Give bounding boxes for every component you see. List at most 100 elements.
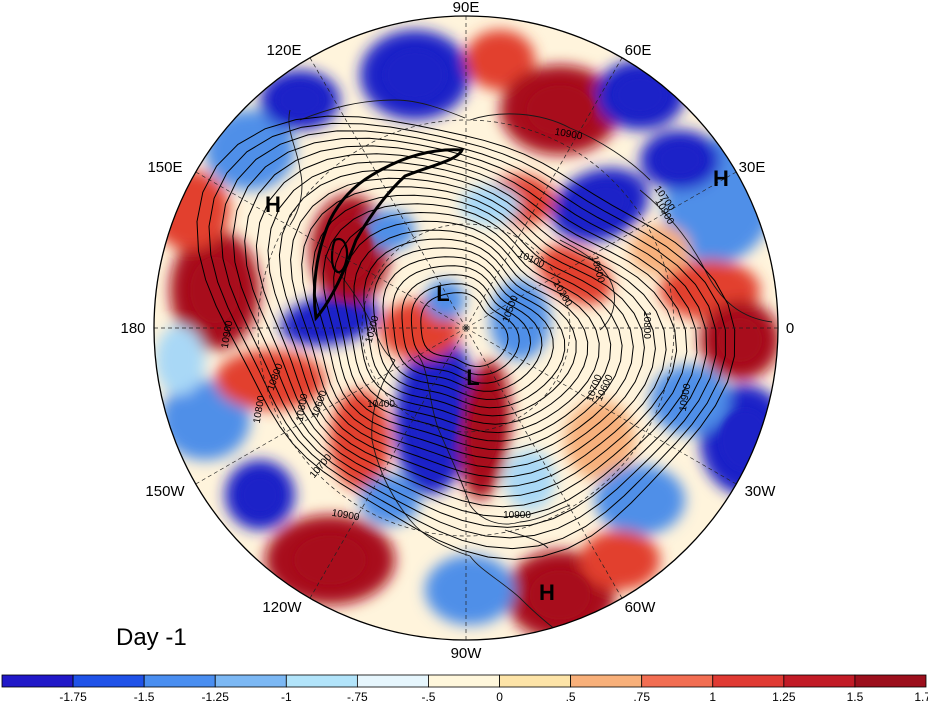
height-contour [391, 265, 543, 392]
colorbar-segment [356, 674, 429, 688]
longitude-label: 150W [145, 483, 185, 500]
anomaly-core [328, 219, 372, 281]
colorbar-tick-label: .75 [633, 690, 650, 702]
pressure-centers: H H H L L [265, 166, 729, 605]
height-contour [255, 153, 688, 508]
longitude-label: 30W [745, 483, 777, 500]
anomaly-blob [565, 400, 635, 480]
high-pressure-marker: H [265, 192, 281, 217]
anomaly-blob [215, 350, 325, 410]
height-contours [196, 115, 736, 560]
height-contour [401, 274, 532, 384]
height-contour [244, 145, 698, 518]
high-pressure-marker: H [713, 166, 729, 191]
meridian [309, 327, 467, 599]
longitude-label: 90E [453, 0, 480, 16]
anomaly-blob [465, 30, 535, 90]
day-label: Day -1 [116, 624, 187, 651]
anomaly-core [658, 143, 702, 177]
height-contour [311, 194, 634, 460]
longitude-label: 120E [266, 42, 301, 59]
colorbar-tick-label: 1.25 [772, 690, 796, 702]
colorbar-tick-label: -1.5 [134, 690, 155, 702]
height-contour [290, 177, 656, 478]
colorbar-segment [641, 674, 714, 688]
contour-value-label: 10900 [678, 382, 694, 412]
coast-greenland [559, 239, 615, 331]
anomaly-core [720, 409, 770, 471]
map-border [153, 15, 779, 641]
colorbar-tick-label: 1 [709, 690, 716, 702]
coast-alaska [324, 254, 396, 361]
anomaly-blob [505, 450, 555, 510]
height-contour [232, 137, 708, 528]
contour-value-label: 10900 [503, 510, 531, 521]
jet-streak-outline [312, 148, 465, 322]
colorbar-tick-label: 0 [496, 690, 503, 702]
height-contour [301, 186, 645, 469]
height-contour [220, 130, 717, 539]
colorbar-segment [570, 674, 643, 688]
anomaly-blob [580, 530, 660, 590]
anomaly-blob [360, 475, 420, 525]
colorbar-segment [854, 674, 927, 688]
height-contour [278, 169, 667, 488]
anomaly-core [412, 371, 458, 459]
jet-streak-contour [312, 148, 465, 322]
contour-value-label: 10800 [252, 394, 268, 424]
colorbar-tick-label: .5 [566, 690, 576, 702]
colorbar-tick-label: -.75 [347, 690, 368, 702]
anomaly-blob [160, 380, 250, 460]
height-contour [420, 292, 509, 368]
longitude-label: 30E [739, 159, 766, 176]
anomaly-core [294, 535, 366, 585]
contour-value-label: 10900 [331, 508, 361, 524]
contour-value-label: 10800 [641, 311, 652, 339]
coast-east-siberia [299, 99, 466, 121]
longitude-label: 60W [625, 599, 657, 616]
colorbar: -1.75 -1.5 -1.25 -1 -.75 -.5 0 .5 .75 1 1.25 1.5 1.7… [1, 674, 928, 702]
colorbar-tick-label: -1.25 [202, 690, 230, 702]
colorbar-segment [285, 674, 358, 688]
jet-core-contour [330, 237, 349, 274]
contour-value-label: 10600 [295, 392, 311, 422]
low-pressure-marker: L [436, 281, 449, 306]
height-contour [322, 203, 623, 451]
anomaly-blob [650, 365, 730, 435]
colorbar-tick-label: -1.75 [59, 690, 87, 702]
contour-value-label: 10900 [220, 319, 236, 349]
anomaly-core [527, 85, 593, 135]
longitude-label: 60E [625, 42, 652, 59]
anomaly-core [384, 50, 446, 100]
longitude-label: 90W [451, 645, 483, 662]
colorbar-tick-label: -1 [281, 690, 292, 702]
colorbar-segment [712, 674, 785, 688]
colorbar-segment [428, 674, 500, 688]
anomaly-blob [425, 555, 515, 625]
longitude-labels: 90E 60E 30E 0 30W 60W 90W 120W 150W 180 150E 120E [120, 0, 794, 662]
anomaly-cores [190, 50, 770, 620]
anomaly-core [278, 83, 322, 117]
colorbar-segment [499, 674, 572, 688]
colorbar-tick-label: 1.5 [847, 690, 864, 702]
colorbar-segment [1, 674, 74, 688]
meridian [465, 327, 623, 599]
coast-east-asia [288, 109, 303, 226]
height-contour [267, 161, 678, 498]
height-contour [410, 283, 520, 376]
latitude-circle-70 [361, 223, 571, 433]
graticule [154, 16, 778, 640]
anomaly-core [529, 570, 591, 620]
meridian [465, 327, 737, 485]
anomaly-blob [155, 325, 205, 395]
longitude-label: 0 [786, 320, 794, 337]
colorbar-segment [783, 674, 856, 688]
anomaly-core [573, 184, 627, 226]
meridian [309, 57, 467, 329]
height-contour [353, 229, 589, 425]
contour-value-label: 10400 [367, 399, 395, 410]
height-contour [208, 122, 726, 550]
latitude-circle-50 [257, 119, 675, 537]
low-pressure-marker: L [466, 365, 479, 390]
height-contour [196, 115, 736, 560]
